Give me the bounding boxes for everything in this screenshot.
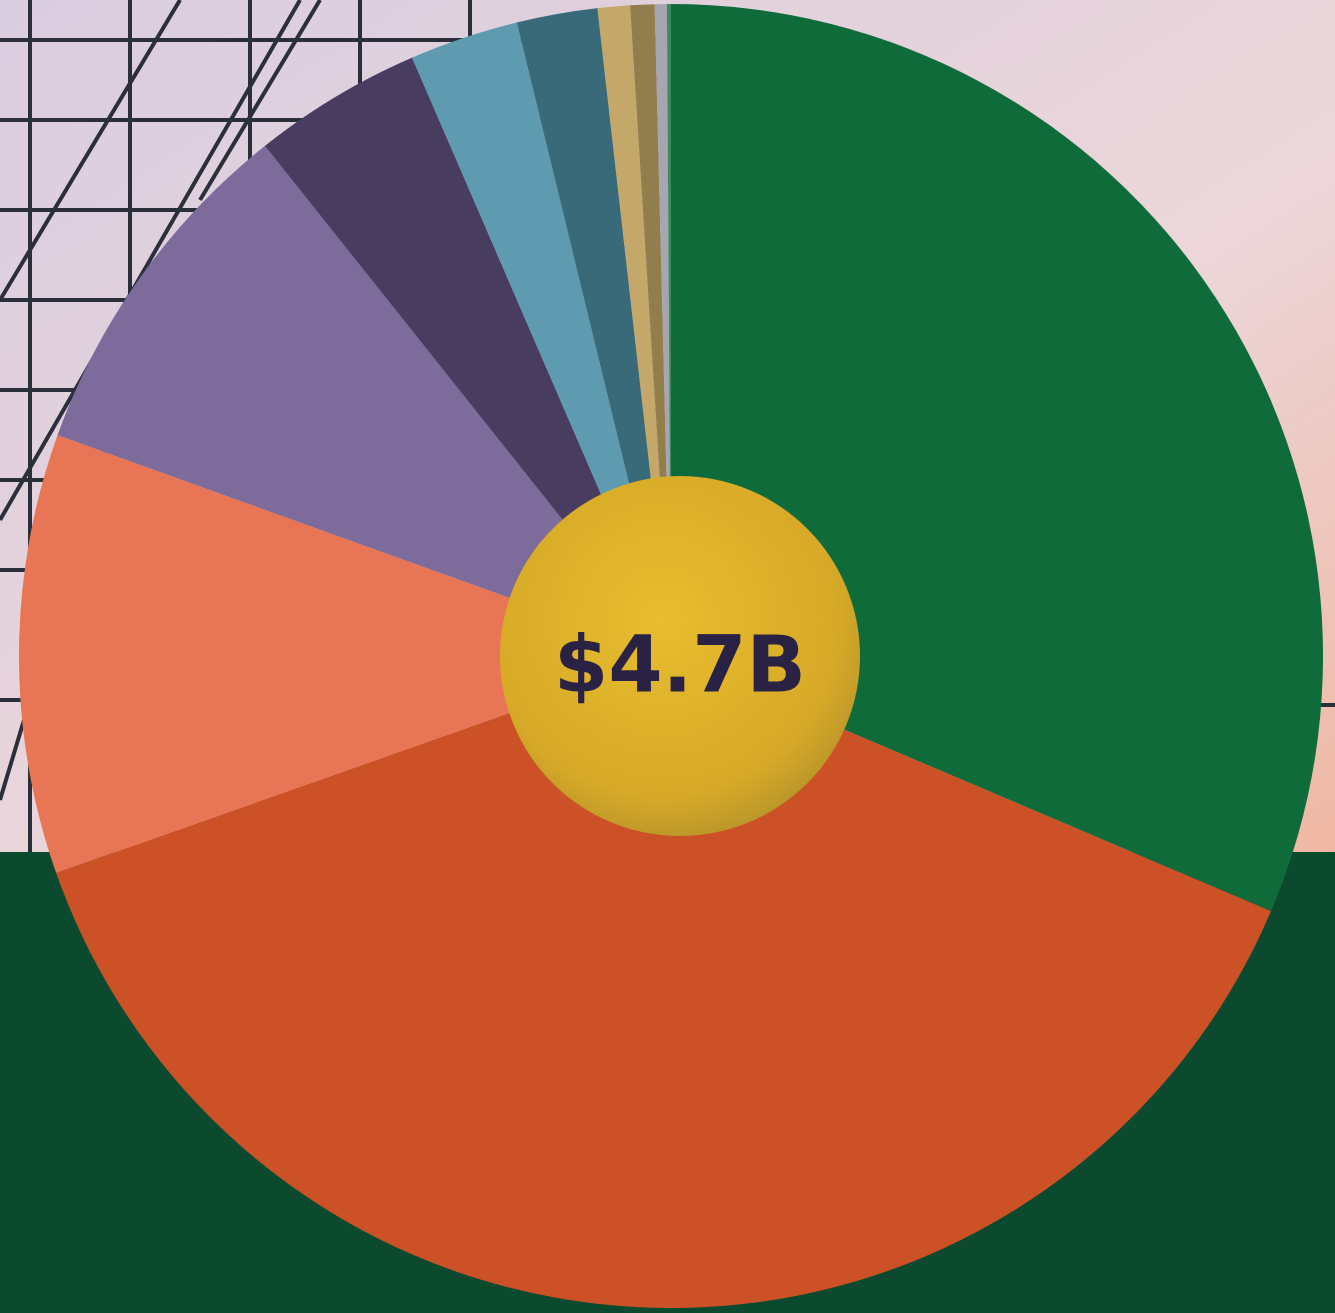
pie-slice [56, 656, 1271, 1308]
pie-slice [18, 435, 671, 873]
center-disc [500, 476, 860, 836]
pie-slice [264, 57, 671, 657]
center-label: $4.7B [554, 620, 806, 710]
pie-slice [57, 145, 672, 656]
pie [18, 4, 1324, 1308]
